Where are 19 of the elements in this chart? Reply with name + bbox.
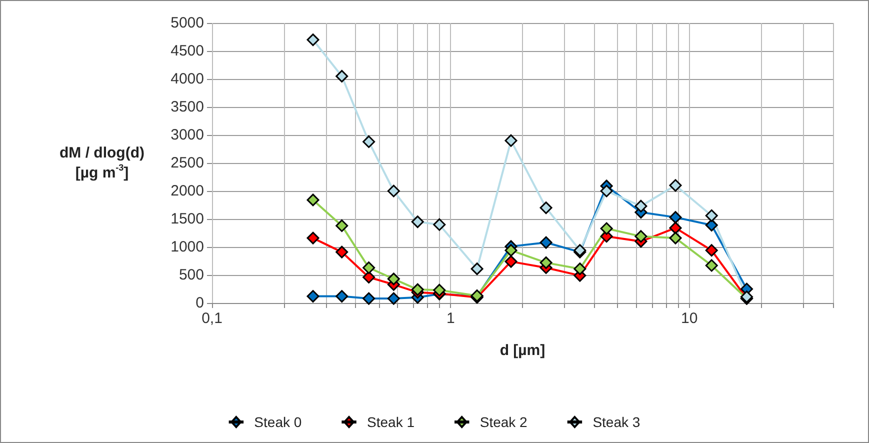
- y-tick-label: 5000: [170, 14, 204, 32]
- y-tick-label: 2500: [170, 154, 204, 172]
- legend-label: Steak 3: [592, 414, 640, 430]
- y-tick-label: 1500: [170, 210, 204, 228]
- legend-label: Steak 2: [480, 414, 528, 430]
- y-tick-label: 2000: [170, 182, 204, 200]
- y-tick-label: 0: [196, 294, 204, 312]
- y-tick-label: 4500: [170, 42, 204, 60]
- x-tick-label: 0,1: [202, 310, 222, 327]
- y-tick-label: 3000: [170, 126, 204, 144]
- y-tick-label: 4000: [170, 70, 204, 88]
- x-axis-title: d [µm]: [500, 342, 546, 359]
- x-tick-label: 10: [680, 310, 698, 327]
- legend-label: Steak 1: [367, 414, 415, 430]
- y-tick-label: 1000: [170, 238, 204, 256]
- y-tick-label: 3500: [170, 98, 204, 116]
- x-tick-label: 1: [446, 310, 455, 327]
- y-tick-label: 500: [178, 266, 204, 284]
- legend-label: Steak 0: [254, 414, 302, 430]
